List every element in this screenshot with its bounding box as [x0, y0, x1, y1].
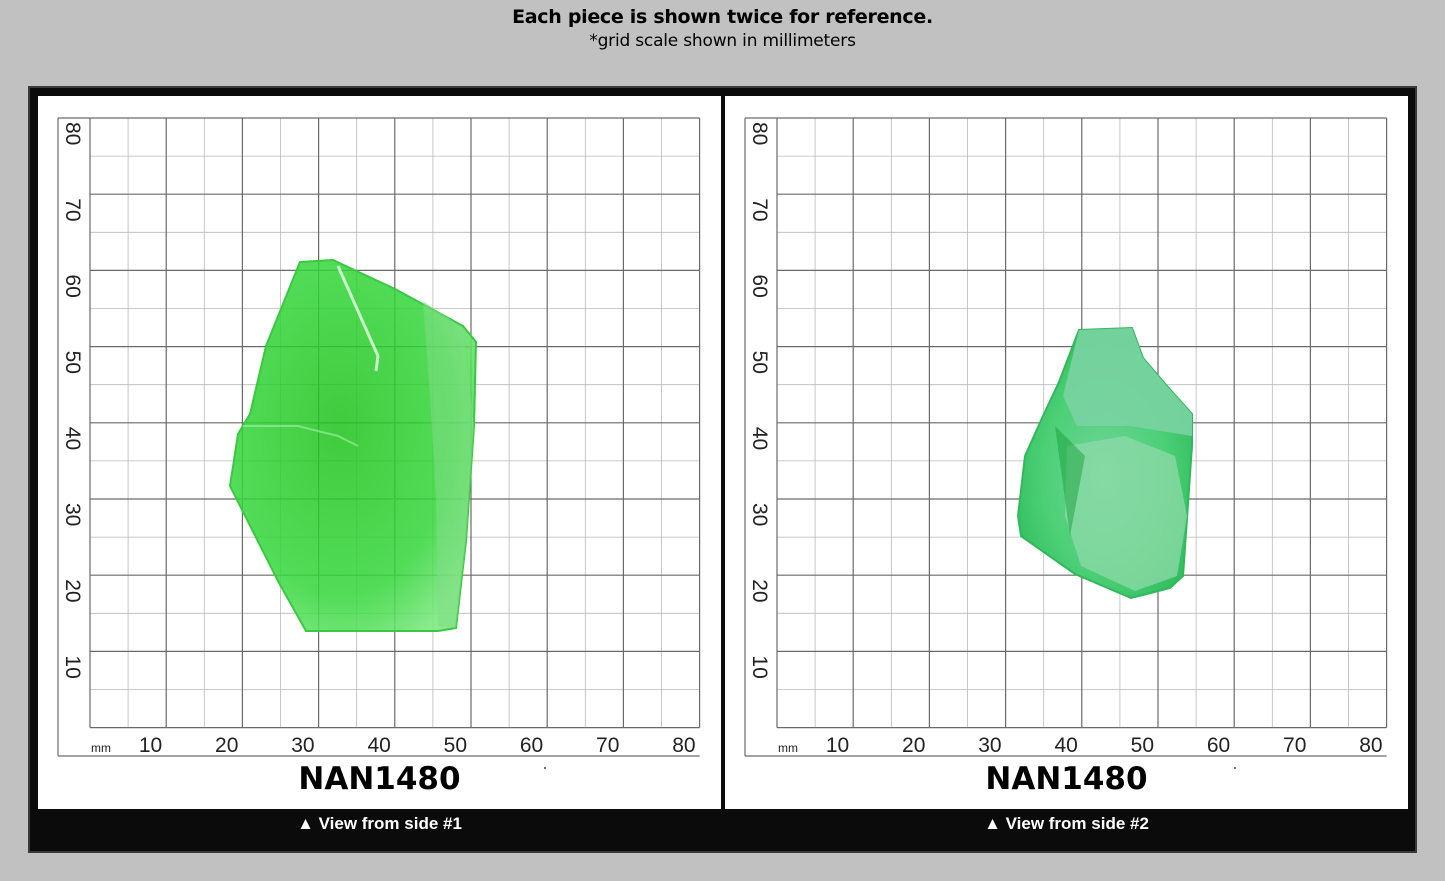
- unit-label: mm: [91, 741, 111, 755]
- x-tick-label: 60: [1207, 734, 1230, 757]
- y-tick-label: 60: [748, 274, 771, 297]
- grid-paper: 10 20 30 40 50 60 70 80 10 20 30 40 50 60 70 80 mm: [57, 117, 701, 757]
- y-tick-label: 80: [61, 122, 84, 145]
- grid-major-lines: [744, 117, 1388, 757]
- x-tick-label: 50: [444, 734, 467, 757]
- stone-photo: [228, 258, 478, 632]
- y-axis-labels: 10 20 30 40 50 60 70 80: [748, 122, 771, 679]
- y-tick-label: 10: [61, 655, 84, 678]
- y-tick-label: 80: [748, 122, 771, 145]
- x-tick-label: 40: [367, 734, 390, 757]
- x-tick-label: 20: [215, 734, 238, 757]
- x-tick-label: 70: [596, 734, 619, 757]
- y-tick-label: 30: [61, 503, 84, 526]
- x-axis-labels: 10 20 30 40 50 60 70 80: [139, 734, 696, 757]
- y-tick-label: 40: [748, 427, 771, 450]
- stone-photo: [1016, 326, 1193, 600]
- x-tick-label: 80: [1359, 734, 1382, 757]
- page-title: Each piece is shown twice for reference.: [512, 6, 933, 28]
- x-tick-label: 70: [1283, 734, 1306, 757]
- x-tick-label: 40: [1054, 734, 1077, 757]
- stone-code: NAN1480: [985, 761, 1148, 797]
- x-tick-label: 10: [826, 734, 849, 757]
- y-tick-label: 70: [61, 198, 84, 221]
- x-tick-label: 20: [902, 734, 925, 757]
- grid-paper: 10 20 30 40 50 60 70 80 10 20 30 40 50 60 70 80 mm: [744, 117, 1388, 757]
- x-tick-label: 80: [672, 734, 695, 757]
- x-tick-label: 30: [978, 734, 1001, 757]
- caption-side-1: ▲ View from side #1: [297, 814, 462, 833]
- y-tick-label: 70: [748, 198, 771, 221]
- y-tick-label: 50: [61, 351, 84, 374]
- speck: [544, 767, 546, 769]
- x-axis-labels: 10 20 30 40 50 60 70 80: [826, 734, 1383, 757]
- y-tick-label: 30: [748, 503, 771, 526]
- x-tick-label: 10: [139, 734, 162, 757]
- y-tick-label: 60: [61, 274, 84, 297]
- caption-side-2: ▲ View from side #2: [984, 814, 1149, 833]
- panel-side-2: 10 20 30 40 50 60 70 80 10 20 30 40 50 60 70 80 mm NAN…: [725, 96, 1408, 809]
- y-tick-label: 10: [748, 655, 771, 678]
- y-tick-label: 40: [61, 427, 84, 450]
- y-axis-labels: 10 20 30 40 50 60 70 80: [61, 122, 84, 679]
- y-tick-label: 50: [748, 351, 771, 374]
- y-tick-label: 20: [748, 579, 771, 602]
- speck: [1234, 767, 1236, 769]
- y-tick-label: 20: [61, 579, 84, 602]
- unit-label: mm: [778, 741, 798, 755]
- x-tick-label: 30: [291, 734, 314, 757]
- page-subtitle: *grid scale shown in millimeters: [589, 31, 856, 51]
- x-tick-label: 60: [520, 734, 543, 757]
- x-tick-label: 50: [1131, 734, 1154, 757]
- panel-side-1: 10 20 30 40 50 60 70 80 10 20 30 40 50 60 70 80 mm NAN…: [38, 96, 721, 809]
- stone-code: NAN1480: [298, 761, 461, 797]
